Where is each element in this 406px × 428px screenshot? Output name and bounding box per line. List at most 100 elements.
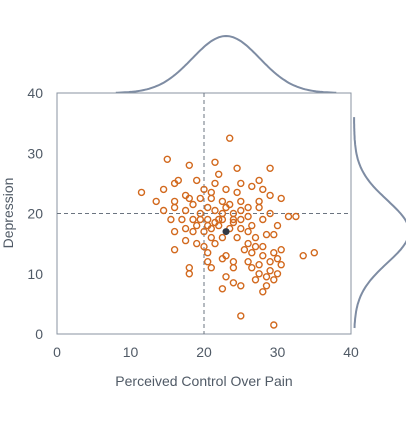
data-point — [262, 282, 271, 290]
data-point — [218, 215, 227, 224]
data-point — [181, 236, 190, 245]
data-point — [229, 264, 238, 272]
data-point — [214, 170, 223, 179]
data-point — [211, 239, 219, 248]
data-point — [270, 276, 278, 284]
data-point — [266, 191, 274, 200]
data-point — [310, 248, 318, 257]
data-point — [159, 185, 168, 194]
data-point — [248, 248, 256, 257]
data-point — [181, 224, 190, 233]
data-point — [273, 221, 282, 230]
data-point — [203, 203, 212, 212]
data-point — [273, 270, 282, 278]
data-point — [277, 245, 285, 254]
x-tick-label: 40 — [343, 344, 359, 360]
data-point — [200, 242, 208, 251]
data-point — [237, 197, 245, 206]
data-point — [229, 215, 238, 224]
x-tick-label: 30 — [270, 344, 286, 360]
mean-point — [222, 228, 230, 236]
y-tick-label: 0 — [35, 326, 43, 342]
data-point — [137, 188, 146, 197]
data-point — [214, 215, 223, 224]
data-point — [181, 206, 190, 215]
data-point — [200, 185, 208, 194]
data-point — [233, 164, 241, 173]
data-point — [233, 233, 241, 242]
data-point — [185, 194, 194, 203]
data-point — [266, 267, 274, 275]
data-point — [244, 258, 252, 266]
data-point — [189, 215, 197, 224]
data-point — [185, 270, 194, 278]
data-point — [244, 212, 252, 221]
data-point — [266, 209, 274, 218]
data-point — [163, 155, 172, 164]
y-tick-label: 20 — [27, 206, 43, 222]
data-point — [225, 134, 234, 142]
data-point — [207, 233, 216, 242]
data-point — [292, 212, 300, 221]
data-point — [244, 239, 252, 248]
data-point — [189, 200, 197, 209]
data-point — [167, 215, 175, 224]
x-axis-label: Perceived Control Over Pain — [115, 373, 292, 389]
data-point — [222, 203, 230, 212]
data-point — [237, 179, 245, 188]
data-point — [159, 206, 168, 215]
y-tick-label: 40 — [27, 85, 43, 101]
data-point — [237, 215, 245, 224]
data-point — [262, 230, 271, 239]
data-point — [218, 197, 227, 206]
y-tick-label: 10 — [27, 266, 43, 282]
data-point — [270, 248, 278, 257]
data-point — [196, 194, 205, 203]
data-point — [196, 215, 205, 224]
data-point — [273, 255, 282, 263]
data-point — [299, 251, 307, 260]
data-point — [244, 227, 252, 236]
data-point — [178, 215, 186, 224]
data-point — [251, 276, 260, 284]
data-point — [189, 227, 197, 236]
y-axis-ticks: 0 10 20 30 40 — [27, 85, 43, 342]
data-point — [270, 230, 278, 239]
data-point — [259, 185, 267, 194]
data-point — [262, 273, 271, 281]
data-point — [284, 212, 293, 221]
data-point — [255, 261, 263, 269]
data-point — [200, 227, 208, 236]
data-point — [266, 164, 274, 173]
data-point — [229, 279, 238, 287]
data-point — [255, 203, 263, 212]
data-point — [203, 221, 212, 230]
data-point — [270, 321, 278, 329]
data-point — [170, 227, 179, 236]
data-point — [248, 221, 256, 230]
data-point — [277, 194, 285, 203]
x-tick-label: 10 — [123, 344, 139, 360]
x-marginal-density-curve — [115, 34, 337, 94]
data-point — [203, 248, 212, 257]
data-point — [218, 233, 227, 242]
data-point — [248, 264, 256, 272]
data-point — [192, 176, 201, 185]
data-point — [192, 239, 201, 248]
data-points — [137, 134, 318, 329]
data-point — [207, 264, 216, 272]
y-axis-label: Depression — [0, 178, 16, 249]
data-point — [237, 206, 245, 215]
data-point — [218, 255, 227, 263]
y-tick-label: 30 — [27, 145, 43, 161]
data-point — [259, 288, 267, 296]
data-point — [192, 221, 201, 230]
data-point — [251, 233, 260, 242]
data-point — [244, 203, 252, 212]
data-point — [255, 176, 263, 185]
data-point — [211, 206, 219, 215]
y-marginal-density-curve — [353, 117, 406, 329]
data-point — [237, 282, 245, 290]
data-point — [259, 242, 267, 251]
